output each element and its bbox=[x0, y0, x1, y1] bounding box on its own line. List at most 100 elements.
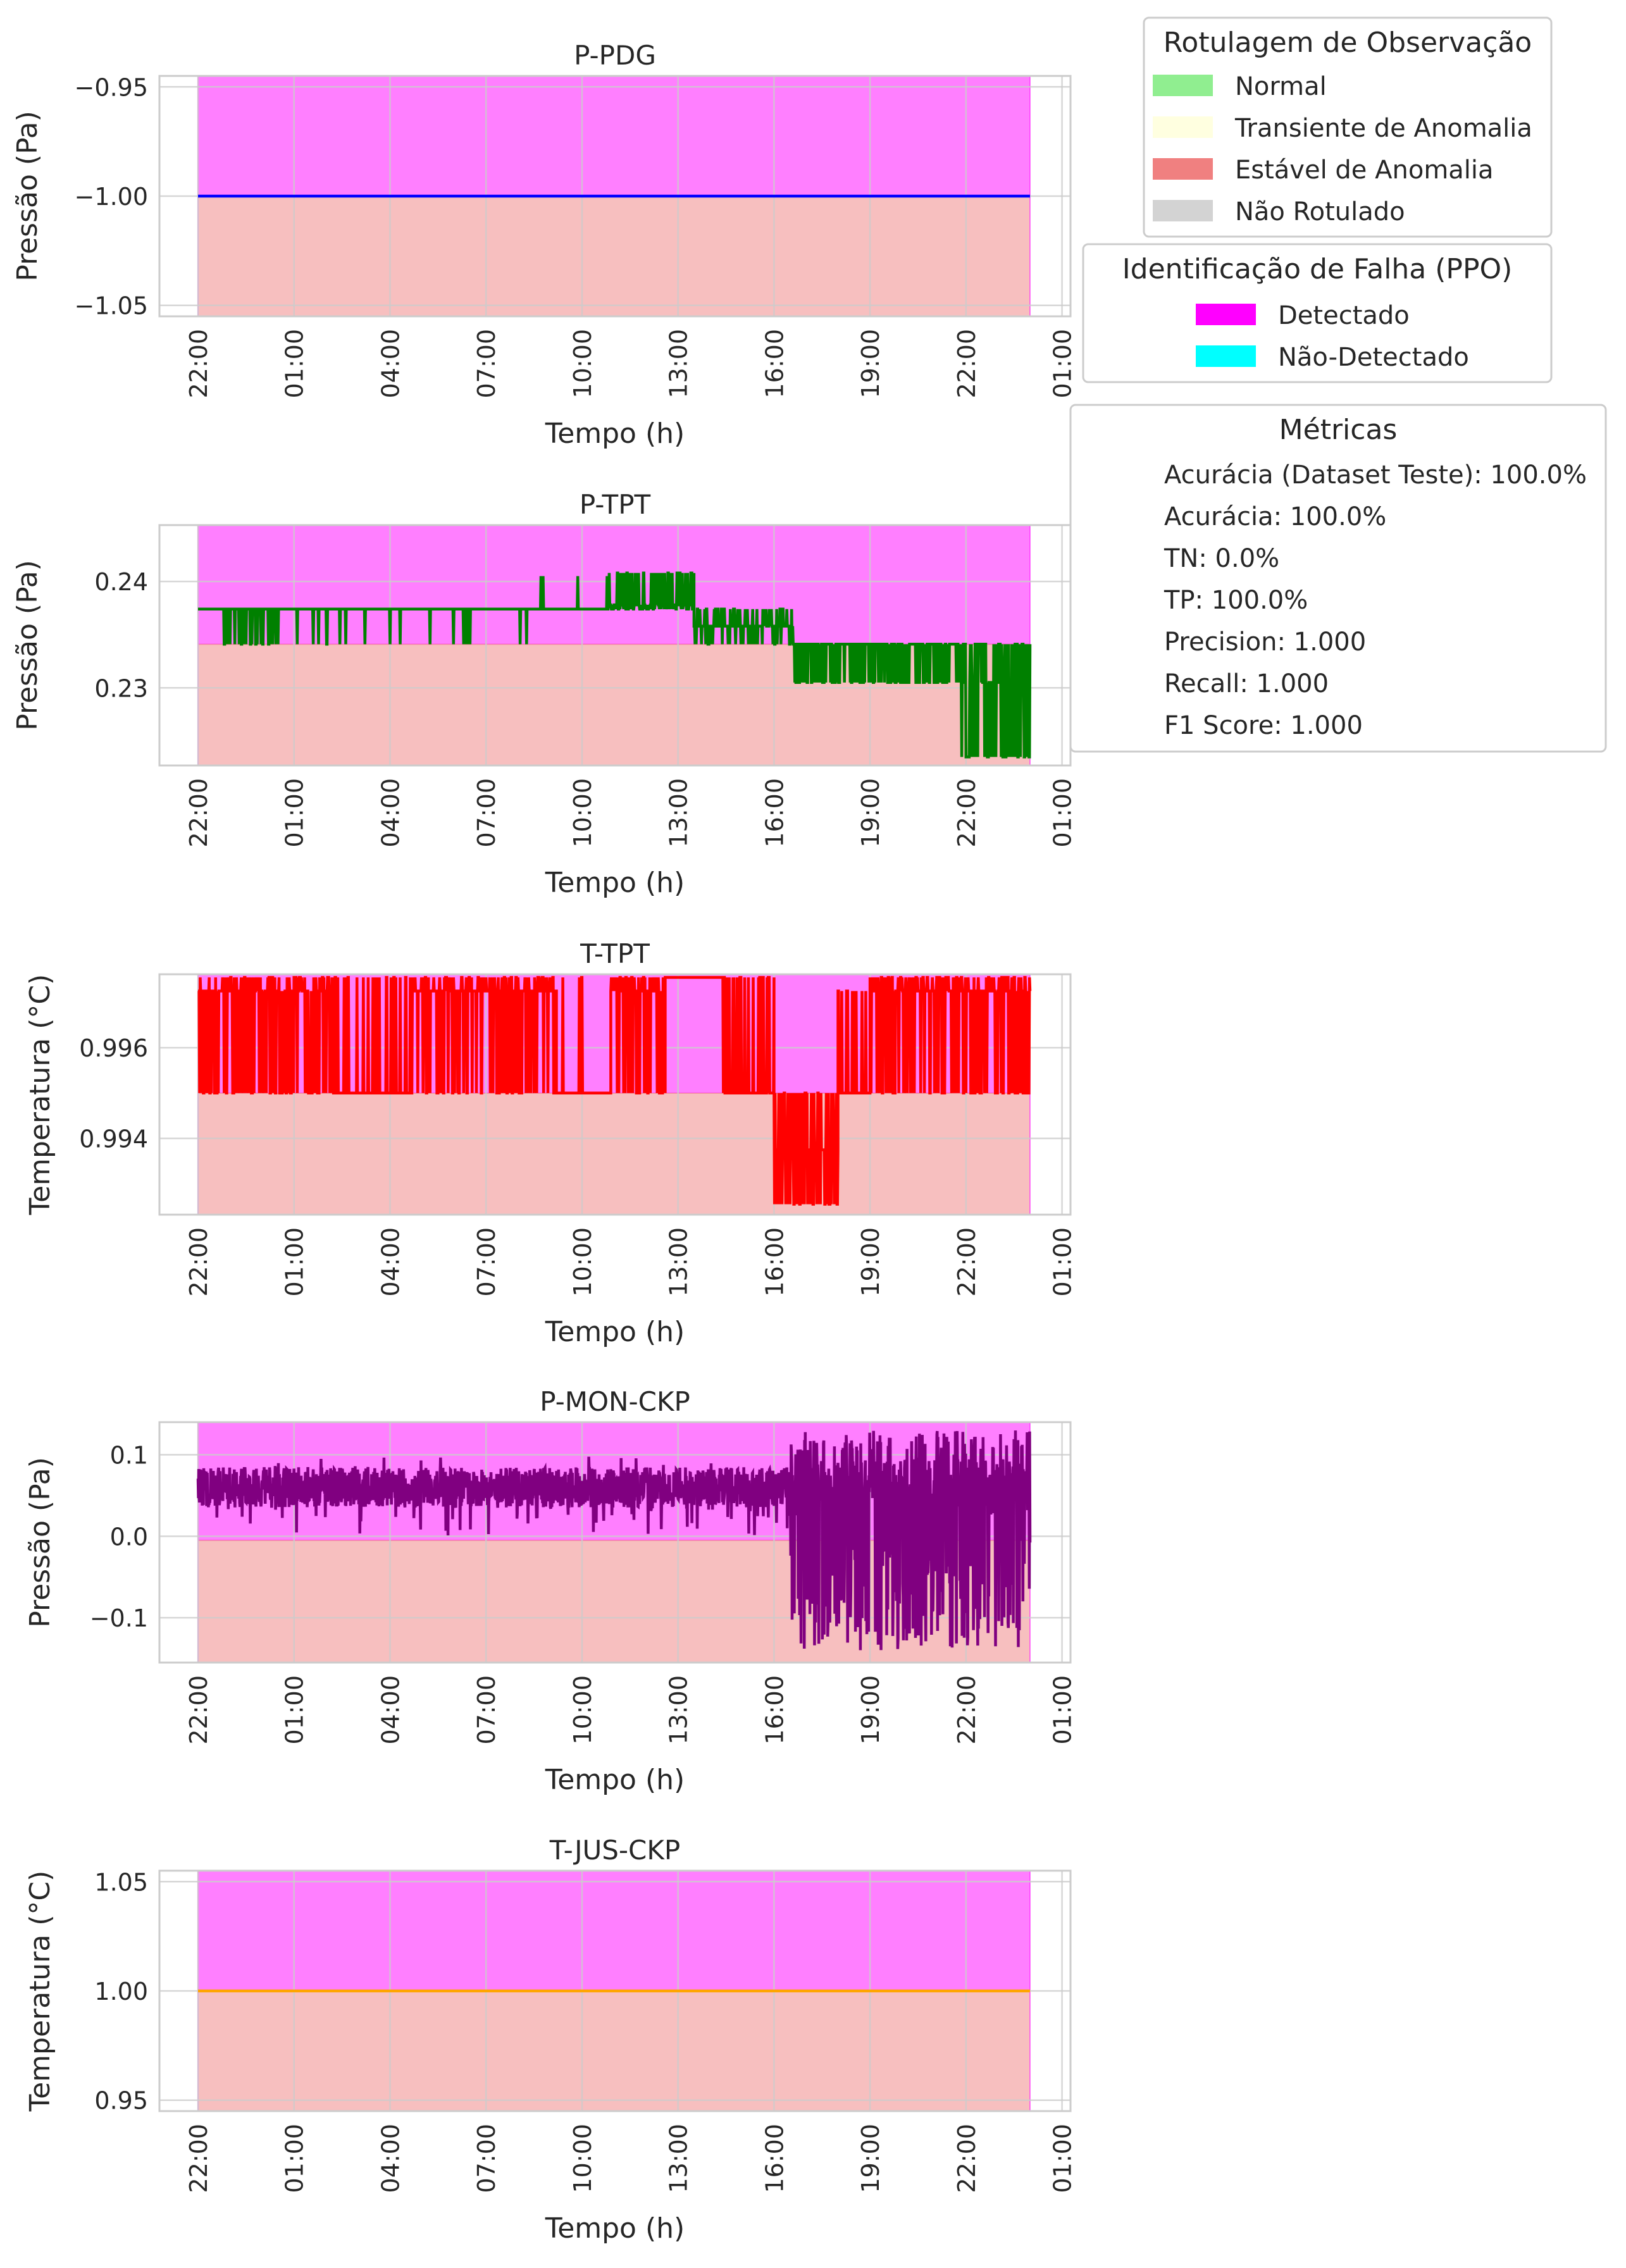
x-tick-label: 22:00 bbox=[953, 1675, 981, 1745]
y-axis-label: Pressão (Pa) bbox=[11, 560, 44, 731]
x-tick-label: 07:00 bbox=[473, 1227, 500, 1297]
x-tick-label: 01:00 bbox=[281, 1227, 309, 1297]
legend-label: Precision: 1.000 bbox=[1164, 628, 1366, 657]
series-line bbox=[196, 1430, 1032, 1651]
x-tick-label: 19:00 bbox=[857, 2124, 884, 2193]
subplot-t-tpt: T-TPT 0.996 0.994 22:00 01:00 04:00 07:00 10:00… bbox=[24, 938, 1077, 1348]
x-tick-label: 01:00 bbox=[1049, 1227, 1077, 1297]
legend-label: Transiente de Anomalia bbox=[1234, 114, 1532, 143]
subplot-title: P-TPT bbox=[580, 489, 651, 520]
x-tick-label: 01:00 bbox=[281, 329, 309, 399]
legend-swatch bbox=[1153, 158, 1213, 180]
x-tick-label: 22:00 bbox=[953, 329, 981, 399]
legend-label: Não-Detectado bbox=[1278, 343, 1469, 372]
axes-frame bbox=[158, 973, 1072, 1216]
x-tick-label: 16:00 bbox=[760, 329, 788, 399]
x-tick-label: 22:00 bbox=[953, 2124, 981, 2193]
legend-fault: Identificação de Falha (PPO) Detectado Não… bbox=[1082, 243, 1553, 383]
x-tick-label: 19:00 bbox=[857, 329, 884, 399]
y-tick-label: −0.1 bbox=[90, 1604, 148, 1632]
x-axis-label: Tempo (h) bbox=[545, 2212, 685, 2245]
legend-label: Detectado bbox=[1278, 301, 1410, 330]
x-axis-label: Tempo (h) bbox=[545, 1316, 685, 1348]
x-tick-label: 22:00 bbox=[185, 2124, 213, 2193]
y-tick-label: −1.00 bbox=[75, 183, 148, 211]
region-detectado bbox=[198, 525, 1030, 645]
legend-label: Não Rotulado bbox=[1235, 197, 1405, 226]
x-tick-label: 07:00 bbox=[473, 329, 500, 399]
subplot-title: T-JUS-CKP bbox=[549, 1835, 680, 1866]
x-tick-label: 01:00 bbox=[1049, 329, 1077, 399]
x-axis-label: Tempo (h) bbox=[545, 867, 685, 899]
y-tick-label: 0.23 bbox=[94, 674, 148, 702]
x-tick-label: 07:00 bbox=[473, 778, 500, 848]
y-axis-label: Temperatura (°C) bbox=[24, 1871, 56, 2112]
y-axis-label: Temperatura (°C) bbox=[24, 974, 56, 1216]
y-axis-label: Pressão (Pa) bbox=[11, 111, 44, 282]
x-tick-label: 01:00 bbox=[1049, 1675, 1077, 1745]
x-tick-label: 04:00 bbox=[376, 778, 404, 848]
y-tick-label: −1.05 bbox=[75, 292, 148, 320]
y-tick-label: 0.994 bbox=[79, 1125, 148, 1153]
legend-label: TN: 0.0% bbox=[1164, 544, 1279, 573]
x-tick-label: 13:00 bbox=[665, 778, 693, 848]
region-detectado bbox=[198, 1871, 1030, 1991]
legend-swatch bbox=[1196, 304, 1256, 325]
x-tick-label: 01:00 bbox=[281, 2124, 309, 2193]
subplot-t-jus-ckp: T-JUS-CKP 1.05 1.00 0.95 22:00 01:00 04:00 07:0… bbox=[24, 1835, 1077, 2245]
x-tick-label: 07:00 bbox=[473, 1675, 500, 1745]
legend-frame bbox=[1143, 16, 1553, 238]
x-tick-label: 22:00 bbox=[953, 1227, 981, 1297]
legend-label: F1 Score: 1.000 bbox=[1164, 711, 1363, 740]
legend-label: Recall: 1.000 bbox=[1164, 669, 1329, 698]
x-tick-label: 10:00 bbox=[569, 778, 597, 848]
x-tick-label: 13:00 bbox=[665, 1675, 693, 1745]
x-tick-label: 22:00 bbox=[185, 329, 213, 399]
x-tick-label: 22:00 bbox=[185, 778, 213, 848]
x-tick-label: 22:00 bbox=[185, 1227, 213, 1297]
y-tick-label: 1.00 bbox=[94, 1978, 148, 2005]
legend-metrics: Métricas Acurácia (Dataset Teste): 100.0%… bbox=[1069, 404, 1607, 753]
legend-swatch bbox=[1153, 75, 1213, 96]
legend-label: Normal bbox=[1235, 72, 1327, 101]
x-tick-label: 01:00 bbox=[1049, 2124, 1077, 2193]
x-tick-label: 16:00 bbox=[760, 778, 788, 848]
legends: Rotulagem de Observação Normal Transiente … bbox=[1069, 16, 1607, 753]
x-axis-label: Tempo (h) bbox=[545, 418, 685, 450]
legend-label: Acurácia: 100.0% bbox=[1164, 502, 1386, 531]
x-tick-label: 04:00 bbox=[376, 2124, 404, 2193]
legend-title: Identificação de Falha (PPO) bbox=[1122, 253, 1513, 285]
x-tick-label: 04:00 bbox=[376, 1675, 404, 1745]
x-tick-label: 07:00 bbox=[473, 2124, 500, 2193]
y-tick-label: 0.24 bbox=[94, 568, 148, 596]
legend-swatch bbox=[1196, 345, 1256, 367]
series-line bbox=[197, 976, 1032, 1206]
subplot-title: T-TPT bbox=[580, 938, 650, 969]
x-tick-label: 19:00 bbox=[857, 1227, 884, 1297]
legend-swatch bbox=[1153, 116, 1213, 138]
legend-observation: Rotulagem de Observação Normal Transiente … bbox=[1143, 16, 1553, 238]
x-tick-label: 13:00 bbox=[665, 1227, 693, 1297]
legend-swatch bbox=[1153, 200, 1213, 221]
subplot-title: P-MON-CKP bbox=[540, 1386, 690, 1417]
region-estavel-anomalia bbox=[198, 196, 1030, 316]
x-tick-label: 01:00 bbox=[1049, 778, 1077, 848]
region-detectado bbox=[198, 76, 1030, 196]
x-tick-label: 10:00 bbox=[569, 2124, 597, 2193]
axes-frame bbox=[158, 1421, 1072, 1664]
x-tick-label: 19:00 bbox=[857, 1675, 884, 1745]
subplots: P-PDG −0.95 −1.00 −1.05 22:00 01:00 04:00 07:00… bbox=[11, 40, 1077, 2245]
x-tick-label: 04:00 bbox=[376, 1227, 404, 1297]
region-estavel-anomalia bbox=[198, 1093, 1030, 1215]
x-tick-label: 10:00 bbox=[569, 1227, 597, 1297]
x-tick-label: 16:00 bbox=[760, 1227, 788, 1297]
y-tick-label: −0.95 bbox=[75, 73, 148, 101]
region-estavel-anomalia bbox=[198, 1991, 1030, 2111]
y-tick-label: 0.996 bbox=[79, 1034, 148, 1062]
x-tick-label: 13:00 bbox=[665, 329, 693, 399]
axes-frame bbox=[158, 1869, 1072, 2112]
x-tick-label: 13:00 bbox=[665, 2124, 693, 2193]
x-tick-label: 16:00 bbox=[760, 1675, 788, 1745]
legend-frame bbox=[1069, 404, 1607, 753]
